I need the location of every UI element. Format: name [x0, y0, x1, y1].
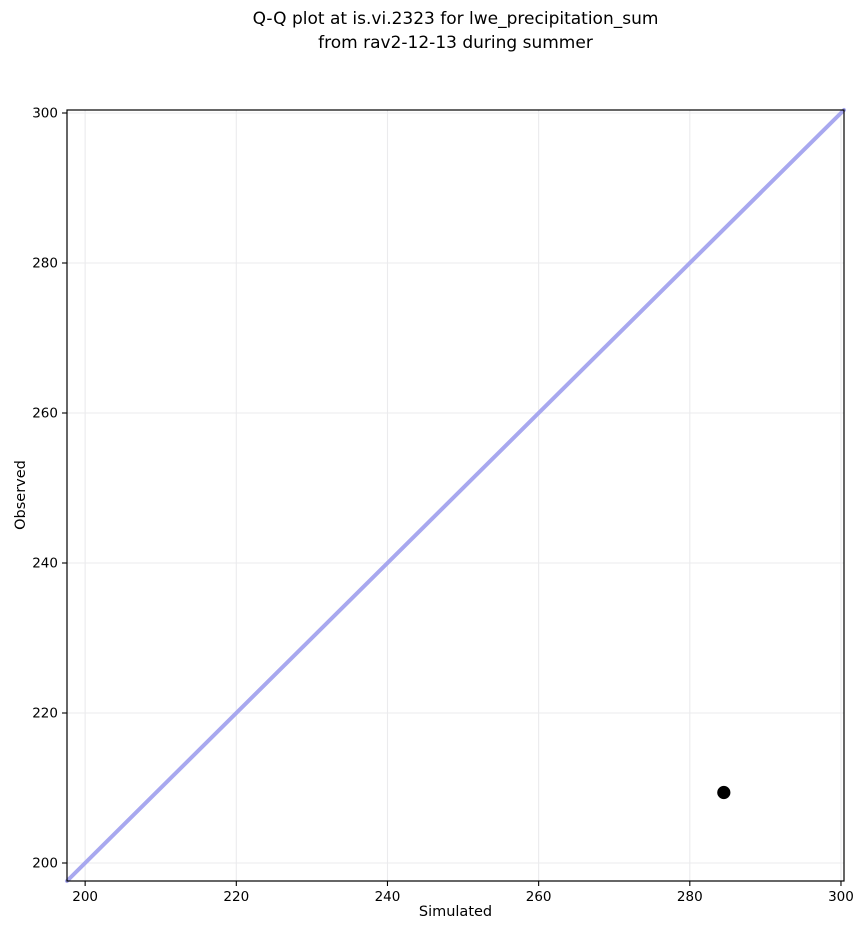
- y-tick-label: 240: [32, 556, 58, 572]
- x-tick-label: 300: [828, 889, 854, 905]
- y-tick-label: 300: [32, 106, 58, 122]
- y-tick-label: 280: [32, 256, 58, 272]
- y-tick-label: 220: [32, 706, 58, 722]
- y-axis-label: Observed: [13, 460, 29, 530]
- x-tick-label: 220: [223, 889, 249, 905]
- x-tick-label: 240: [375, 889, 401, 905]
- y-tick-label: 260: [32, 406, 58, 422]
- chart-title: Q-Q plot at is.vi.2323 for lwe_precipita…: [252, 9, 659, 53]
- data-point: [717, 785, 731, 800]
- x-tick-label: 200: [72, 889, 98, 905]
- x-tick-label: 260: [526, 889, 552, 905]
- x-axis-label: Simulated: [418, 904, 493, 920]
- y-tick-label: 200: [32, 856, 58, 872]
- identity-line: [65, 108, 846, 883]
- x-tick-label: 280: [677, 889, 703, 905]
- plot-border: [66, 109, 845, 882]
